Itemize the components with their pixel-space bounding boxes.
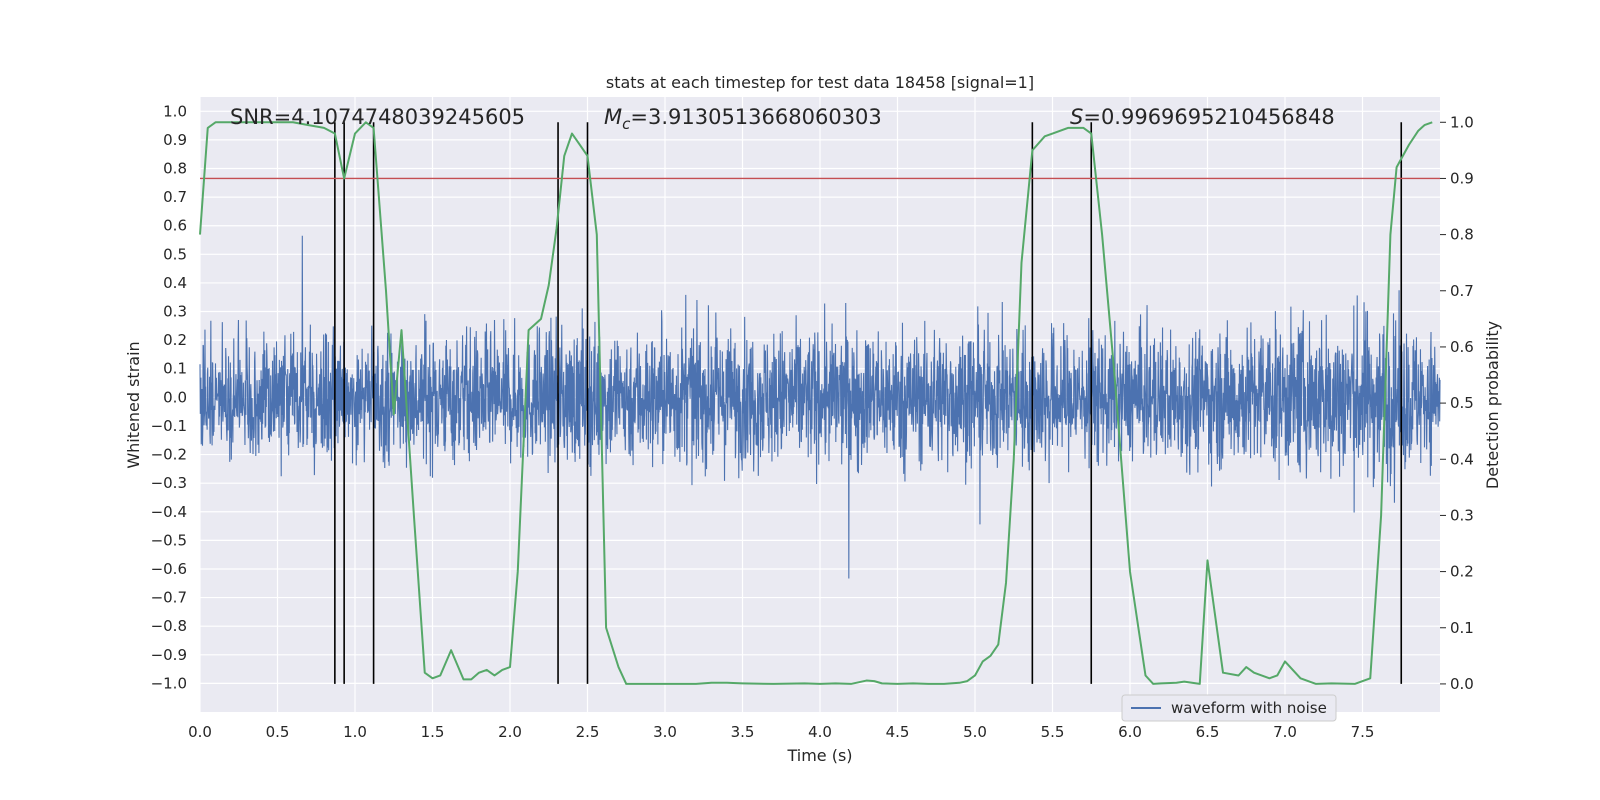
legend: waveform with noise — [1121, 694, 1337, 722]
x-tick-label: 3.5 — [731, 723, 755, 741]
mc-annotation: Mc=3.9130513668060303 — [604, 105, 882, 133]
y2-tick-label: 0.2 — [1450, 563, 1474, 581]
y-tick-label: 0.3 — [163, 303, 187, 321]
y-tick-label: −0.2 — [151, 446, 187, 464]
y-axis-label: Whitened strain — [124, 341, 143, 468]
x-axis-label: Time (s) — [786, 746, 852, 765]
y-tick-label: 0.7 — [163, 188, 187, 206]
x-tick-label: 7.0 — [1273, 723, 1297, 741]
y-tick-label: −0.8 — [151, 617, 187, 635]
y-tick-label: 0.9 — [163, 131, 187, 149]
y2-tick-label: 0.4 — [1450, 450, 1474, 468]
y2-tick-label: 0.5 — [1450, 394, 1474, 412]
y2-tick-label: 0.0 — [1450, 675, 1474, 693]
waveform-path — [199, 235, 1441, 579]
y-tick-label: 0.1 — [163, 360, 187, 378]
y-tick-labels: 1.0 0.9 0.8 0.7 0.6 0.5 0.4 0.3 0.2 0.1 0.0 −0.1 −0.… — [151, 102, 187, 692]
y-tick-label: −1.0 — [151, 674, 187, 692]
y2-tick-label: 0.3 — [1450, 506, 1474, 524]
probability-path — [199, 121, 1433, 685]
x-tick-label: 1.5 — [421, 723, 445, 741]
x-tick-label: 3.0 — [653, 723, 677, 741]
y2-tick-label: 0.8 — [1450, 226, 1474, 244]
chart-title: stats at each timestep for test data 184… — [606, 73, 1034, 92]
y-tick-label: 0.0 — [163, 388, 187, 406]
x-tick-label: 2.0 — [498, 723, 522, 741]
y-tick-label: −0.7 — [151, 589, 187, 607]
y-tick-label: 0.8 — [163, 160, 187, 178]
y-tick-label: −0.3 — [151, 474, 187, 492]
mc-subscript: c — [622, 115, 631, 133]
y-tick-label: −0.1 — [151, 417, 187, 435]
legend-box — [1121, 694, 1337, 722]
y-tick-label: 0.2 — [163, 331, 187, 349]
snr-annotation: SNR=4.1074748039245605 — [230, 105, 525, 129]
x-tick-label: 5.5 — [1041, 723, 1065, 741]
y2-tick-label: 0.9 — [1450, 169, 1474, 187]
x-tick-label: 7.5 — [1351, 723, 1375, 741]
vertical-lines — [334, 122, 1403, 684]
s-symbol: S — [1070, 105, 1083, 129]
y2-tick-label: 1.0 — [1450, 113, 1474, 131]
y-tick-label: −0.4 — [151, 503, 187, 521]
x-tick-labels: 0.0 0.5 1.0 1.5 2.0 2.5 3.0 3.5 4.0 4.5 5.0 5.5 6.0 6… — [188, 723, 1374, 741]
x-tick-label: 1.0 — [343, 723, 367, 741]
y2-tick-label: 0.6 — [1450, 338, 1474, 356]
y2-tick-label: 0.1 — [1450, 619, 1474, 637]
x-tick-label: 4.5 — [886, 723, 910, 741]
s-annotation: S=0.9969695210456848 — [1070, 105, 1335, 129]
y2-tick-labels: 1.0 0.9 0.8 0.7 0.6 0.5 0.4 0.3 0.2 0.1 0.0 — [1440, 113, 1474, 693]
y-tick-label: −0.9 — [151, 646, 187, 664]
mc-value: =3.9130513668060303 — [630, 105, 881, 129]
y-tick-label: 0.4 — [163, 274, 187, 292]
y-tick-label: 0.5 — [163, 245, 187, 263]
x-tick-label: 2.5 — [576, 723, 600, 741]
x-tick-label: 4.0 — [808, 723, 832, 741]
detection-probability-line — [199, 121, 1433, 685]
x-tick-label: 6.5 — [1196, 723, 1220, 741]
y-tick-label: 0.6 — [163, 217, 187, 235]
s-value: =0.9969695210456848 — [1083, 105, 1334, 129]
waveform-with-noise — [199, 235, 1441, 579]
x-tick-label: 0.0 — [188, 723, 212, 741]
y-tick-label: 1.0 — [163, 102, 187, 120]
legend-label: waveform with noise — [1171, 699, 1327, 717]
y-tick-label: −0.6 — [151, 560, 187, 578]
x-tick-label: 0.5 — [266, 723, 290, 741]
y2-tick-label: 0.7 — [1450, 282, 1474, 300]
x-tick-label: 6.0 — [1118, 723, 1142, 741]
mc-symbol: M — [604, 105, 622, 129]
y-tick-label: −0.5 — [151, 531, 187, 549]
x-tick-label: 5.0 — [963, 723, 987, 741]
y2-axis-label: Detection probability — [1483, 321, 1502, 489]
